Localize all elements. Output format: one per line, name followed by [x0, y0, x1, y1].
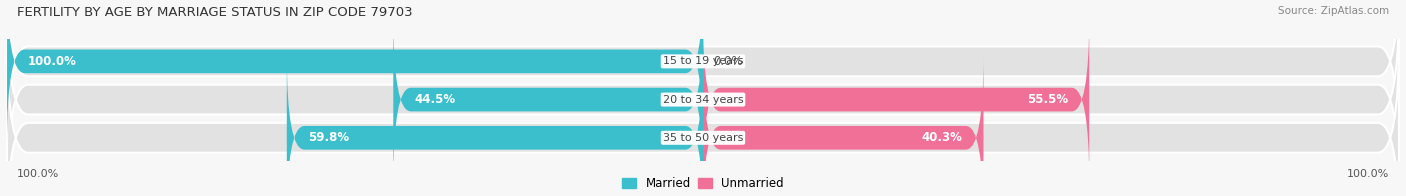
- Text: 15 to 19 years: 15 to 19 years: [662, 56, 744, 66]
- Text: 100.0%: 100.0%: [28, 55, 77, 68]
- Text: 55.5%: 55.5%: [1026, 93, 1069, 106]
- Text: 40.3%: 40.3%: [921, 131, 962, 144]
- Text: FERTILITY BY AGE BY MARRIAGE STATUS IN ZIP CODE 79703: FERTILITY BY AGE BY MARRIAGE STATUS IN Z…: [17, 6, 412, 19]
- Text: 20 to 34 years: 20 to 34 years: [662, 95, 744, 105]
- Text: 44.5%: 44.5%: [415, 93, 456, 106]
- FancyBboxPatch shape: [394, 16, 703, 183]
- Text: 100.0%: 100.0%: [17, 169, 59, 179]
- FancyBboxPatch shape: [7, 0, 703, 145]
- FancyBboxPatch shape: [287, 54, 703, 196]
- FancyBboxPatch shape: [7, 0, 1399, 161]
- FancyBboxPatch shape: [7, 38, 1399, 196]
- FancyBboxPatch shape: [703, 54, 983, 196]
- FancyBboxPatch shape: [7, 0, 1399, 196]
- Text: 100.0%: 100.0%: [1347, 169, 1389, 179]
- Text: Source: ZipAtlas.com: Source: ZipAtlas.com: [1278, 6, 1389, 16]
- Text: 0.0%: 0.0%: [714, 55, 744, 68]
- Text: 35 to 50 years: 35 to 50 years: [662, 133, 744, 143]
- Legend: Married, Unmarried: Married, Unmarried: [621, 177, 785, 190]
- Text: 59.8%: 59.8%: [308, 131, 349, 144]
- FancyBboxPatch shape: [703, 16, 1090, 183]
